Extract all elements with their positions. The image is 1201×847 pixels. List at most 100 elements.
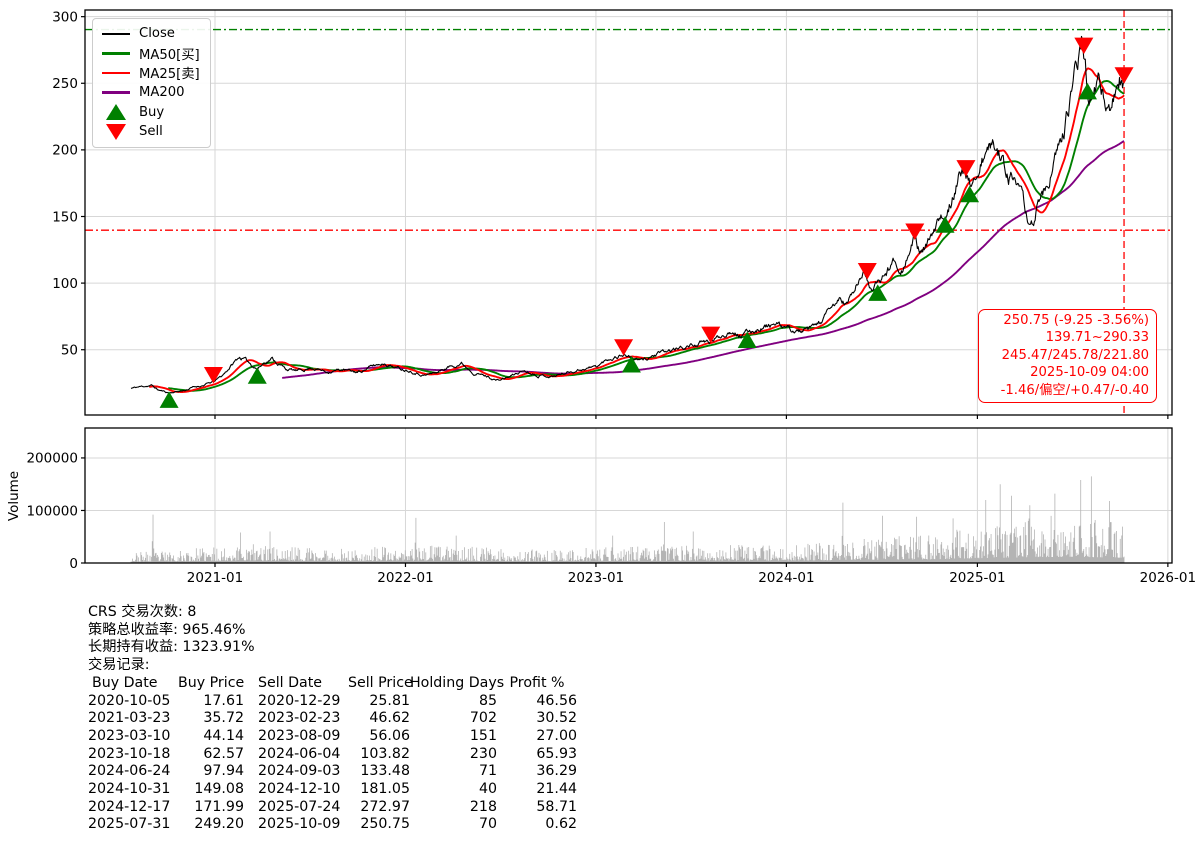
close-line-icon: [102, 32, 130, 36]
x-axis-tick-label: 2025-01: [949, 570, 1005, 586]
price-axes-frame: [84, 9, 1173, 416]
trade-table-cell: 27.00: [536, 727, 577, 744]
trade-table-header: Sell Date: [258, 674, 323, 691]
chart-legend: Close MA50[买] MA25[卖] MA200 Buy Sell: [92, 18, 211, 148]
trade-table-cell: 44.14: [203, 727, 244, 744]
trade-table-header: Sell Price: [348, 674, 413, 691]
trade-table-cell: 230: [469, 745, 497, 762]
sell-marker: [701, 326, 721, 344]
legend-label: Buy: [139, 104, 165, 120]
trade-table-cell: 25.81: [369, 692, 410, 709]
stat-hold-return: 长期持有收益: 1323.91%: [88, 639, 255, 656]
sell-marker: [1114, 67, 1134, 84]
x-axis-tick-label: 2026-01: [1140, 570, 1196, 586]
strategy-summary: CRS 交易次数: 8 策略总收益率: 965.46% 长期持有收益: 1323…: [88, 604, 577, 834]
legend-label: MA50[买]: [139, 47, 200, 63]
info-line-band-range: 139.71~290.33: [1045, 330, 1149, 346]
y-axis-tick-label: 200: [52, 143, 78, 159]
ma50-line-icon: [102, 52, 130, 55]
legend-item-close: Close: [102, 24, 200, 44]
trade-table-cell: 103.82: [360, 745, 410, 762]
legend-item-ma25: MA25[卖]: [102, 63, 200, 83]
buy-marker: [247, 367, 267, 384]
trade-table-cell: 249.20: [194, 816, 244, 833]
trade-table-cell: 702: [469, 710, 497, 727]
trade-table-cell: 2024-06-04: [258, 745, 341, 762]
legend-label: MA25[卖]: [139, 67, 200, 83]
trade-table-cell: 218: [469, 798, 497, 815]
last-quote-info-box: 250.75 (-9.25 -3.56%) 139.71~290.33 245.…: [978, 309, 1157, 404]
y-axis-tick-label: 100: [52, 276, 78, 292]
sell-marker: [614, 339, 634, 356]
trade-table-cell: 40: [478, 781, 497, 798]
trade-table-cell: 30.52: [536, 710, 577, 727]
y-axis-tick-label: 300: [52, 9, 78, 25]
trade-table-cell: 65.93: [536, 745, 577, 762]
legend-label: Sell: [139, 124, 163, 140]
trade-table-cell: 97.94: [203, 763, 244, 780]
trade-table-cell: 46.62: [369, 710, 410, 727]
x-axis-tick-label: 2022-01: [377, 570, 433, 586]
trade-table-cell: 149.08: [194, 781, 244, 798]
volume-bars: [130, 476, 1125, 563]
trade-table-header: Buy Price: [178, 674, 245, 691]
sell-marker-icon: [102, 123, 130, 140]
sell-marker: [956, 160, 976, 177]
trade-table-cell: 171.99: [194, 798, 244, 815]
info-line-price-change: 250.75 (-9.25 -3.56%): [1003, 313, 1149, 328]
trade-table-cell: 2024-12-10: [258, 781, 341, 798]
trade-table-cell: 2021-03-23: [88, 710, 171, 727]
y-axis-tick-label: 250: [52, 76, 78, 92]
trade-table-cell: 272.97: [360, 798, 410, 815]
buy-marker: [737, 331, 757, 348]
trade-table-cell: 2024-10-31: [88, 781, 171, 798]
y-axis-tick-label: 150: [52, 209, 78, 225]
trade-table-cell: 2023-10-18: [88, 745, 171, 762]
ma200-line: [281, 140, 1125, 379]
legend-label: MA200: [139, 85, 185, 101]
trade-table-cell: 58.71: [536, 798, 577, 815]
x-axis-tick-label: 2023-01: [568, 570, 624, 586]
legend-item-ma50: MA50[买]: [102, 44, 200, 64]
x-axis-tick-label: 2024-01: [758, 570, 814, 586]
stat-trade-count: CRS 交易次数: 8: [88, 604, 197, 620]
trade-table-cell: 62.57: [203, 745, 244, 762]
volume-axis-tick-label: 0: [69, 556, 78, 572]
close-line: [130, 35, 1125, 394]
trade-table-header: Profit %: [509, 674, 565, 691]
trade-table-cell: 71: [478, 763, 497, 780]
trade-table-cell: 2024-12-17: [88, 798, 171, 815]
trade-table-cell: 85: [478, 692, 497, 709]
buy-marker: [868, 284, 888, 301]
volume-axis-tick-label: 100000: [26, 503, 78, 519]
trade-table-cell: 2025-07-31: [88, 816, 171, 833]
trade-table-cell: 36.29: [536, 763, 577, 780]
buy-marker: [1078, 82, 1098, 100]
info-line-ma-values: 245.47/245.78/221.80: [1001, 347, 1149, 363]
ma200-line-icon: [102, 91, 130, 94]
legend-item-sell: Sell: [102, 122, 200, 142]
trade-table-cell: 2024-09-03: [258, 763, 341, 780]
legend-item-buy: Buy: [102, 102, 200, 122]
trade-table-cell: 2025-10-09: [258, 816, 341, 833]
trade-table-cell: 35.72: [203, 710, 244, 727]
trade-table-cell: 181.05: [360, 781, 410, 798]
trade-table-cell: 0.62: [545, 816, 577, 833]
trade-table-cell: 17.61: [203, 692, 244, 709]
trade-table-header: Buy Date: [92, 674, 158, 691]
sell-marker: [1074, 37, 1094, 55]
buy-marker: [159, 391, 179, 408]
trade-table-cell: 46.56: [536, 692, 577, 709]
stat-strategy-return: 策略总收益率: 965.46%: [88, 621, 246, 638]
volume-axes-frame: [84, 427, 1173, 564]
buy-marker: [621, 356, 641, 373]
legend-item-ma200: MA200: [102, 83, 200, 103]
trade-table-cell: 133.48: [360, 763, 410, 780]
trade-table-cell: 250.75: [360, 816, 410, 833]
trade-table-cell: 2023-02-23: [258, 710, 341, 727]
trade-table-cell: 56.06: [369, 727, 410, 744]
y-axis-tick-label: 50: [61, 343, 78, 359]
trade-table-cell: 2025-07-24: [258, 798, 341, 815]
sell-marker: [905, 223, 925, 241]
stat-trade-log-title: 交易记录:: [88, 657, 150, 674]
